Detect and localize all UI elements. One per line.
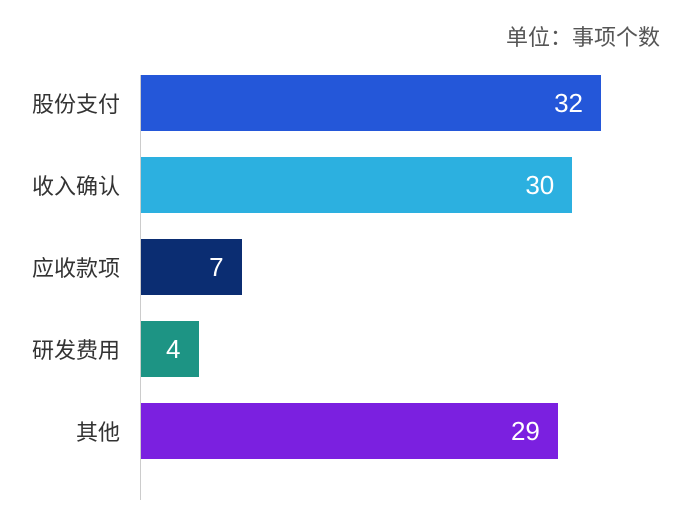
bar-label: 收入确认	[0, 169, 140, 201]
bar: 30	[141, 157, 572, 213]
bar-track: 4	[140, 321, 660, 377]
bar-row: 应收款项 7	[0, 239, 660, 295]
bar-track: 29	[140, 403, 660, 459]
bar-label: 应收款项	[0, 251, 140, 283]
bar-track: 7	[140, 239, 660, 295]
bar-value: 30	[525, 170, 554, 201]
bar-row: 收入确认 30	[0, 157, 660, 213]
bar: 29	[141, 403, 558, 459]
bar-row: 研发费用 4	[0, 321, 660, 377]
bar-track: 30	[140, 157, 660, 213]
bar-value: 32	[554, 88, 583, 119]
chart-area: 股份支付 32 收入确认 30 应收款项 7 研发费用 4 其他 29	[0, 75, 660, 480]
bar-row: 股份支付 32	[0, 75, 660, 131]
unit-label: 单位：事项个数	[506, 20, 660, 52]
bar-label: 其他	[0, 415, 140, 447]
bar: 32	[141, 75, 601, 131]
bar: 4	[141, 321, 199, 377]
chart-container: 单位：事项个数 股份支付 32 收入确认 30 应收款项 7 研发费用 4 其他 29	[0, 0, 700, 510]
bar-track: 32	[140, 75, 660, 131]
bar-value: 4	[166, 334, 180, 365]
bar-label: 研发费用	[0, 333, 140, 365]
bar-value: 7	[209, 252, 223, 283]
bar-label: 股份支付	[0, 87, 140, 119]
bar-row: 其他 29	[0, 403, 660, 459]
bar: 7	[141, 239, 242, 295]
bar-value: 29	[511, 416, 540, 447]
